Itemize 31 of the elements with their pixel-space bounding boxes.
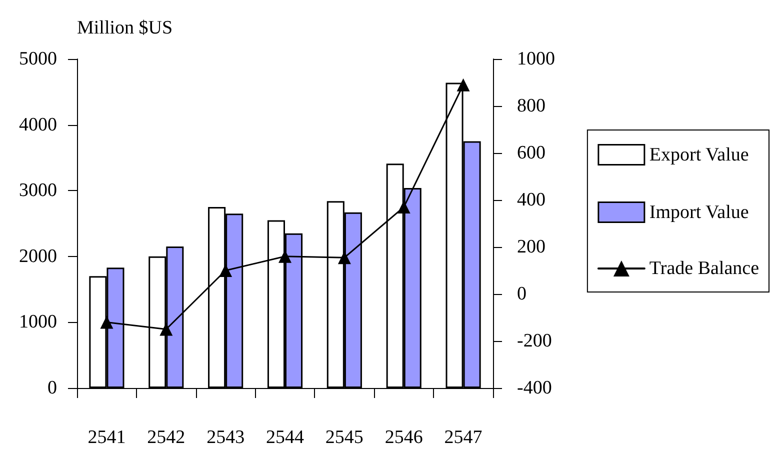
y2-tick-label: -200 [517,330,552,352]
point [397,200,410,214]
x-tick-label: 2547 [444,427,482,448]
y2-tick-label: 800 [517,96,546,116]
x-tick-label: 2543 [206,427,245,448]
y-tick-label: 0 [48,378,57,398]
legend-label: Trade Balance [649,258,760,279]
y-tick-label: 3000 [19,180,57,202]
y2-tick-label: 400 [517,190,546,210]
y2-tick-label: 200 [517,236,546,258]
y2-tick-label: 600 [517,142,546,164]
x-tick-label: 2546 [384,427,423,448]
x-tick-label: 2545 [325,427,364,448]
x-tick-label: 2544 [266,427,304,448]
y-tick-label: 1000 [19,312,57,333]
y-tick-label: 2000 [19,246,57,267]
y2-tick-label: -400 [517,378,552,398]
point [456,78,470,92]
point [160,322,173,336]
legend-label: Export Value [649,144,749,166]
y2-tick-label: 0 [517,284,526,304]
legend-label: Import Value [649,202,749,223]
point [100,316,114,329]
point [219,264,232,277]
x-tick-label: 2542 [147,427,186,448]
y-axis-title: Million $US [77,18,173,38]
point [338,251,351,264]
y-tick-label: 5000 [19,48,57,70]
x-tick-label: 2541 [88,427,126,448]
y-tick-label: 4000 [19,114,57,136]
y2-tick-label: 1000 [517,48,555,70]
